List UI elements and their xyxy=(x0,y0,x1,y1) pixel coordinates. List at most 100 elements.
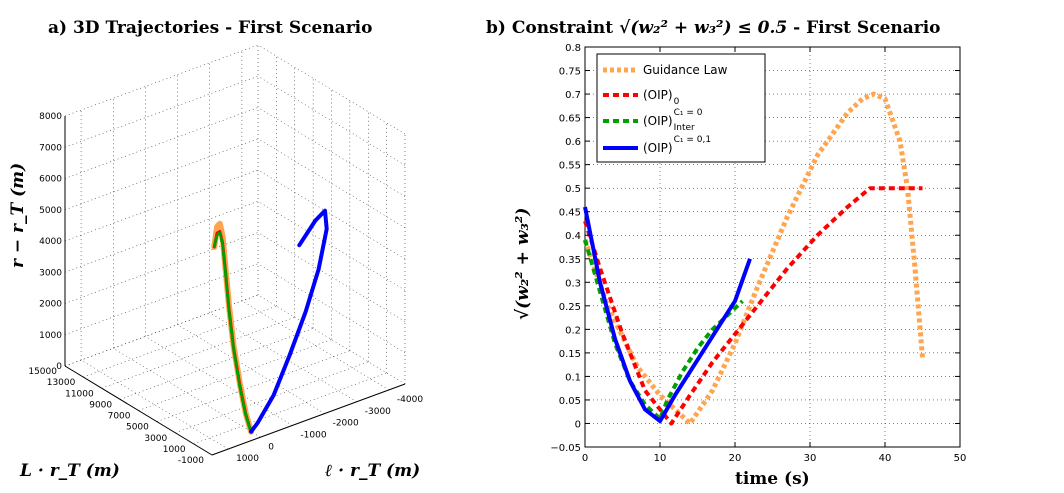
floor-gridline xyxy=(101,317,295,389)
series-line-3 xyxy=(583,206,752,424)
floor-gridline xyxy=(83,305,277,378)
wall-gridline xyxy=(257,232,406,322)
y-tick-label: −0.05 xyxy=(550,443,581,454)
panel-a-series xyxy=(211,208,329,435)
y-tick-label: 0.75 xyxy=(559,67,581,78)
y-tick-label: 0.5 xyxy=(565,184,581,195)
panel-b-title-group: b) Constraint √(w₂² + w₃²) ≤ 0.5 - First … xyxy=(486,18,941,38)
floor-gridline xyxy=(177,324,325,414)
x-tick-label: -1000 xyxy=(178,456,204,466)
panel-a-xlabel: L · r_T (m) xyxy=(19,461,120,481)
y-tick-label: 0.7 xyxy=(565,90,581,101)
x-tick-label: 5000 xyxy=(126,423,149,433)
trajectory-2 xyxy=(212,231,253,434)
y-tick-label: 0 xyxy=(575,419,581,430)
x-tick-label: 15000 xyxy=(28,367,57,377)
x-axis-line xyxy=(64,365,213,456)
x-tick-label: 0 xyxy=(582,453,588,464)
x-tick-label: 1000 xyxy=(163,445,186,455)
panel-a-title: a) 3D Trajectories - First Scenario xyxy=(48,18,372,38)
y-tick-label: 0.55 xyxy=(559,161,581,172)
wall-gridline xyxy=(64,169,259,242)
panel-b-title-math: √(w₂² + w₃²) ≤ 0.5 xyxy=(619,18,787,38)
series-line-2 xyxy=(583,239,744,421)
wall-gridline xyxy=(257,294,406,385)
z-tick-label: 3000 xyxy=(39,268,62,278)
z-tick-label: 8000 xyxy=(39,112,62,122)
trajectory-3 xyxy=(249,208,329,434)
wall-gridline xyxy=(64,138,259,210)
x-tick-label: 3000 xyxy=(144,434,167,444)
y-tick-label: 0 xyxy=(268,442,274,452)
floor-gridline xyxy=(209,312,357,402)
y-tick-label: 0.35 xyxy=(559,255,581,266)
wall-gridline xyxy=(257,169,406,260)
z-tick-label: 6000 xyxy=(39,175,62,185)
legend-subscript: Inter xyxy=(674,123,695,133)
legend-subscript: 0 xyxy=(674,97,680,107)
x-tick-label: 7000 xyxy=(108,412,131,422)
floor-gridline xyxy=(80,359,229,450)
panel-a-zlabel: r − r_T (m) xyxy=(8,163,28,268)
z-tick-label: 2000 xyxy=(39,300,62,310)
panel-b-series xyxy=(582,91,925,426)
panel-b-ylabel: √(w₂² + w₃²) xyxy=(513,208,533,320)
floor-gridline xyxy=(193,372,387,445)
wall-gridline xyxy=(257,107,406,197)
wall-gridline xyxy=(257,76,406,166)
y-tick-label: 0.3 xyxy=(565,278,581,289)
z-tick-label: 5000 xyxy=(39,206,62,216)
x-tick-label: 30 xyxy=(804,453,817,464)
z-tick-label: 7000 xyxy=(39,143,62,153)
panel-b-xlabel: time (s) xyxy=(735,469,810,489)
wall-gridline xyxy=(257,138,406,228)
z-tick-label: 4000 xyxy=(39,237,62,247)
x-tick-label: 13000 xyxy=(47,378,76,388)
x-tick-label: 20 xyxy=(729,453,742,464)
legend-label: (OIP) xyxy=(643,141,673,155)
panel-b-ticks: 0 10 20 30 40 50−0.0500.050.10.150.20.250.30.… xyxy=(550,43,966,464)
y-tick-label: -2000 xyxy=(333,419,359,429)
panel-b-title-suffix: - First Scenario xyxy=(787,18,940,38)
x-tick-label: 10 xyxy=(654,453,667,464)
wall-gridline xyxy=(64,201,259,273)
y-tick-label: 0.05 xyxy=(559,396,581,407)
z-tick-label: 1000 xyxy=(39,331,62,341)
wall-gridline xyxy=(64,107,259,179)
legend-label: (OIP) xyxy=(643,114,673,128)
y-tick-label: 0.6 xyxy=(565,137,581,148)
floor-gridline xyxy=(156,350,350,422)
panel-a-3d-chart: a) 3D Trajectories - First Scenario 1500… xyxy=(8,18,423,481)
y-tick-label: 0.2 xyxy=(565,325,581,336)
y-tick-label: 0.65 xyxy=(559,114,581,125)
y-tick-label: 0.8 xyxy=(565,43,581,54)
floor-gridline xyxy=(113,348,261,438)
series-line-1 xyxy=(583,186,923,426)
y-tick-label: 0.1 xyxy=(565,372,581,383)
panel-a-grid xyxy=(64,44,406,456)
wall-gridline xyxy=(257,263,406,353)
y-tick-label: -3000 xyxy=(365,407,391,417)
x-tick-label: 40 xyxy=(879,453,892,464)
y-tick-label: 0.4 xyxy=(565,231,581,242)
x-tick-label: 11000 xyxy=(65,389,94,399)
y-axis-line xyxy=(211,383,406,456)
wall-gridline xyxy=(257,44,406,135)
wall-gridline xyxy=(64,76,259,148)
x-tick-label: 50 xyxy=(954,453,967,464)
panel-b-title: b) Constraint xyxy=(486,18,613,38)
y-tick-label: 0.45 xyxy=(559,208,581,219)
panel-a-ylabel: ℓ · r_T (m) xyxy=(325,461,420,481)
x-tick-label: 9000 xyxy=(89,400,112,410)
y-tick-label: 0.25 xyxy=(559,302,581,313)
y-tick-label: 0.15 xyxy=(559,349,581,360)
y-tick-label: 1000 xyxy=(236,454,259,464)
legend-superscript: C₁ = 0 xyxy=(674,108,703,118)
wall-gridline xyxy=(64,44,259,117)
series-line-0 xyxy=(582,91,925,426)
floor-gridline xyxy=(241,300,390,391)
panel-a-ticks: 15000130001100090007000500030001000-1000… xyxy=(28,112,423,466)
z-tick-label: 0 xyxy=(56,362,62,372)
